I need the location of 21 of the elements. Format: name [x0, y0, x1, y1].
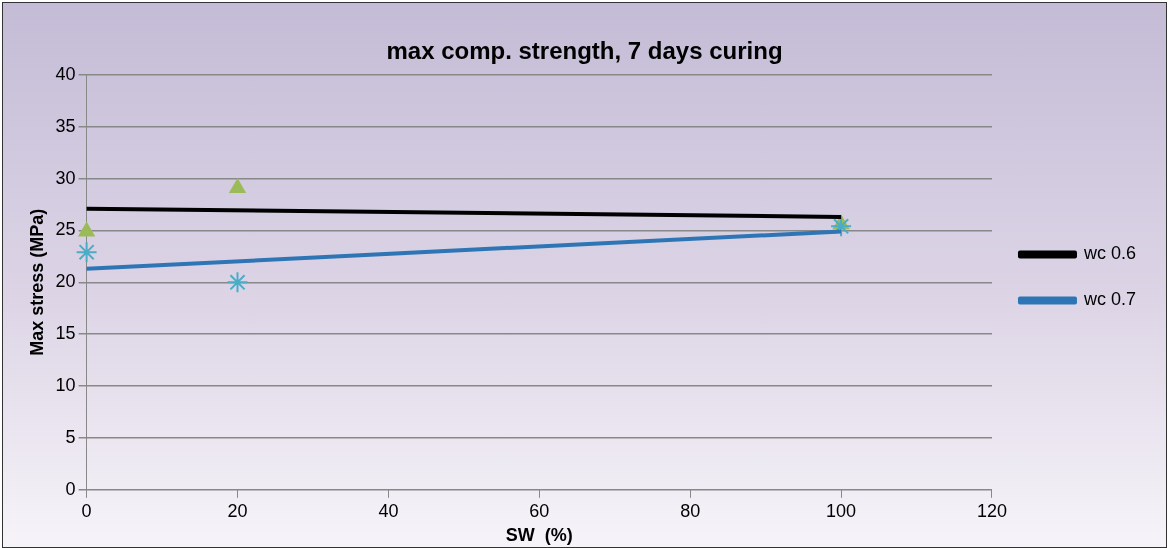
y-tick-label: 25	[55, 219, 76, 240]
y-tick-label: 5	[65, 426, 76, 447]
y-tick-label: 35	[55, 115, 76, 136]
y-tick-label: 15	[55, 323, 76, 344]
y-axis-title: Max stress (MPa)	[26, 208, 47, 356]
y-tick-label: 40	[55, 63, 76, 84]
y-tick-label: 30	[55, 167, 76, 188]
x-tick-label: 100	[826, 500, 857, 521]
chart-title: max comp. strength, 7 days curing	[386, 37, 783, 65]
x-tick-label: 20	[227, 500, 248, 521]
y-tick-label: 0	[65, 478, 76, 499]
y-tick-label: 20	[55, 271, 76, 292]
x-tick-label: 40	[378, 500, 399, 521]
x-axis-title: SW (%)	[505, 525, 573, 546]
x-tick-label: 0	[81, 500, 92, 521]
legend-label: wc 0.6	[1082, 243, 1137, 264]
legend-label: wc 0.7	[1082, 289, 1137, 310]
x-tick-label: 60	[529, 500, 550, 521]
y-tick-label: 10	[55, 375, 76, 396]
x-tick-label: 80	[680, 500, 701, 521]
x-tick-label: 120	[976, 500, 1007, 521]
